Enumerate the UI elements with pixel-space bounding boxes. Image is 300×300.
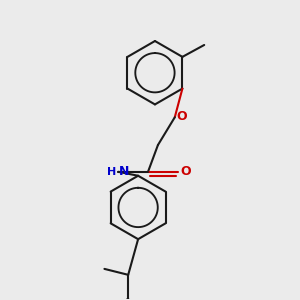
Text: N: N <box>119 165 130 178</box>
Text: H: H <box>107 167 116 177</box>
Text: O: O <box>181 165 191 178</box>
Text: O: O <box>177 110 188 123</box>
